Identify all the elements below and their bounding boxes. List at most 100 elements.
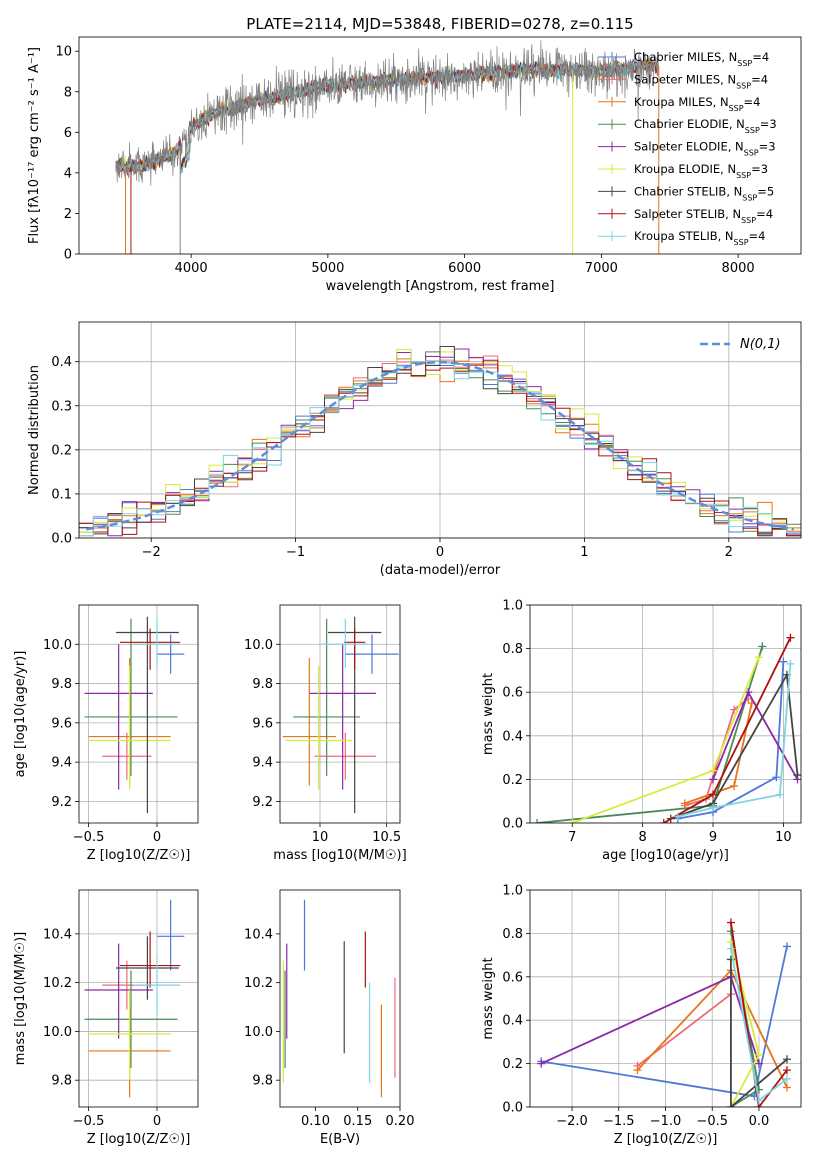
- weight-marker: [754, 1059, 763, 1068]
- plot-area-mass_vs_ebv: [282, 899, 396, 1098]
- x-tick-label: 8: [638, 830, 646, 845]
- weight-marker: [709, 790, 718, 799]
- legend-label: Kroupa ELODIE, NSSP=3: [634, 162, 768, 180]
- y-tick-label: 1.0: [502, 599, 523, 614]
- legend-label: Salpeter ELODIE, NSSP=3: [634, 140, 776, 158]
- axes-frame: [78, 36, 802, 255]
- y-tick-label: 9.2: [51, 795, 72, 810]
- y-tick-label: 0.1: [51, 487, 72, 502]
- x-axis-label: mass [log10(M/M☉)]: [273, 848, 406, 863]
- weight-marker: [754, 1050, 763, 1059]
- x-axis-label: wavelength [Angstrom, rest frame]: [326, 279, 555, 294]
- y-tick-label: 9.2: [252, 795, 273, 810]
- x-tick-label: −0.5: [73, 830, 105, 845]
- y-tick-label: 10: [55, 45, 72, 60]
- weight-marker: [709, 775, 718, 784]
- weight-marker: [726, 918, 735, 927]
- x-tick-label: 4000: [175, 261, 208, 276]
- axes-frame: [78, 604, 199, 824]
- x-tick-label: 9: [709, 830, 717, 845]
- weight-marker: [782, 942, 791, 951]
- x-tick-label: −1: [286, 545, 305, 560]
- x-tick-label: 7000: [585, 261, 618, 276]
- panel-mass_vs_Z: −0.5 0 9.8 10.0 10.2 10.4 Z [log10(Z/Z☉)] mass …: [13, 889, 199, 1147]
- weight-marker: [709, 766, 718, 775]
- weight-marker: [793, 771, 801, 780]
- y-tick-label: 0.0: [502, 1101, 523, 1116]
- plot-area-weight_vs_age: [530, 605, 801, 823]
- legend-label: Kroupa MILES, NSSP=4: [634, 95, 760, 113]
- panel-weight_vs_age: 7 8 9 10 0.0 0.2 0.4 0.6 0.8 1.0 age [log10(age/yr…: [481, 599, 802, 863]
- legend-label: Chabrier MILES, NSSP=4: [634, 50, 769, 68]
- y-tick-label: 10.0: [43, 638, 72, 653]
- x-tick-label: −2.0: [556, 1114, 588, 1129]
- x-tick-label: 0.15: [343, 1114, 372, 1129]
- y-tick-label: 9.8: [252, 1074, 273, 1089]
- x-tick-label: −2: [142, 545, 161, 560]
- panel-age_vs_Z: −0.5 0 9.2 9.4 9.6 9.8 10.0 Z [log10(Z/Z☉)] age …: [13, 604, 199, 863]
- weight-line: [730, 959, 788, 1107]
- x-tick-label: 10.5: [372, 830, 401, 845]
- weight-marker: [709, 803, 718, 812]
- x-tick-label: 7: [568, 830, 576, 845]
- x-tick-label: 0.0: [749, 1114, 770, 1129]
- y-tick-label: 0.3: [51, 399, 72, 414]
- x-tick-label: 8000: [722, 261, 755, 276]
- weight-marker: [673, 812, 682, 821]
- axes-frame: [78, 889, 199, 1108]
- x-tick-label: −1.5: [603, 1114, 635, 1129]
- y-axis-label: mass weight: [481, 957, 496, 1039]
- x-tick-label: 10: [775, 830, 792, 845]
- y-tick-label: 0.0: [502, 817, 523, 832]
- legend-label: Chabrier STELIB, NSSP=5: [634, 184, 774, 202]
- weight-marker: [537, 1059, 546, 1068]
- plot-area-spectrum: [115, 40, 660, 254]
- x-tick-label: 0.20: [386, 1114, 415, 1129]
- x-axis-label: Z [log10(Z/Z☉)]: [87, 1132, 191, 1147]
- weight-marker: [786, 633, 795, 642]
- y-tick-label: 0.2: [51, 443, 72, 458]
- legend-label: Chabrier ELODIE, NSSP=3: [634, 117, 777, 135]
- figure-title: PLATE=2114, MJD=53848, FIBERID=0278, z=0…: [246, 15, 633, 33]
- y-tick-label: 0: [64, 248, 72, 263]
- weight-marker: [754, 653, 763, 662]
- legend-label: Salpeter MILES, NSSP=4: [634, 72, 768, 90]
- plot-area-age_vs_mass: [280, 605, 400, 823]
- y-axis-label: mass weight: [481, 673, 496, 755]
- weight-line: [677, 663, 792, 818]
- x-tick-label: 0.10: [301, 1114, 330, 1129]
- axes-frame: [279, 889, 401, 1108]
- weight-marker: [633, 1066, 642, 1075]
- y-tick-label: 9.8: [51, 1074, 72, 1089]
- x-axis-label: age [log10(age/yr)]: [602, 848, 729, 863]
- panel-weight_vs_Z: −2.0 −1.5 −1.0 −0.5 0.0 0.0 0.2 0.4 0.6 0.8 1.0 Z […: [481, 884, 802, 1147]
- weight-line: [571, 656, 760, 823]
- y-tick-label: 2: [64, 207, 72, 222]
- x-tick-label: −0.5: [73, 1114, 105, 1129]
- panel-age_vs_mass: 10 10.5 9.2 9.4 9.6 9.8 10.0 mass [log10(M/M☉)]: [244, 604, 407, 863]
- axes-frame: [529, 889, 802, 1108]
- y-tick-label: 0.4: [502, 1014, 523, 1029]
- weight-marker: [786, 659, 795, 668]
- y-tick-label: 10.0: [244, 1025, 273, 1040]
- x-tick-label: 0: [436, 545, 444, 560]
- y-tick-label: 10.4: [244, 927, 273, 942]
- weight-line: [677, 661, 785, 820]
- y-tick-label: 9.8: [252, 677, 273, 692]
- axes-frame: [529, 604, 802, 824]
- y-tick-label: 9.6: [252, 716, 273, 731]
- x-axis-label: E(B-V): [320, 1132, 360, 1147]
- weight-marker: [775, 790, 784, 799]
- histogram-series: [79, 346, 801, 537]
- x-tick-label: −1.0: [650, 1114, 682, 1129]
- y-tick-label: 6: [64, 126, 72, 141]
- x-axis-label: (data-model)/error: [380, 563, 501, 578]
- panel-residuals: −2 −1 0 1 2 0.0 0.1 0.2 0.3 0.4 (data-model)/error…: [27, 321, 802, 578]
- weight-line: [730, 922, 788, 1107]
- y-tick-label: 10.0: [244, 638, 273, 653]
- y-tick-label: 0.4: [51, 355, 72, 370]
- weight-marker: [533, 819, 542, 823]
- weight-marker: [680, 799, 689, 808]
- y-tick-label: 9.6: [51, 716, 72, 731]
- legend-label: Salpeter STELIB, NSSP=4: [634, 207, 773, 225]
